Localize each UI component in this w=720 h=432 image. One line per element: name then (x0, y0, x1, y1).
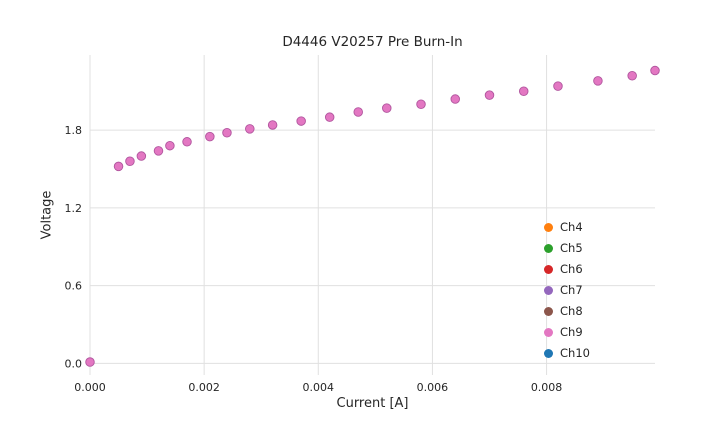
data-point-ch9 (484, 90, 495, 100)
data-point-ch9 (205, 131, 215, 142)
data-point-ch9 (296, 116, 306, 126)
data-point-ch9 (113, 161, 124, 172)
legend-label-ch8: Ch8 (560, 303, 583, 318)
x-tick-label: 0.004 (303, 381, 335, 394)
data-point-ch9 (627, 70, 637, 81)
legend: Ch4 Ch5 Ch6 Ch7 Ch8 Ch9 Ch10 (544, 217, 590, 364)
legend-marker-ch8 (544, 307, 553, 316)
x-axis-label: Current [A] (336, 396, 409, 411)
legend-label-ch6: Ch6 (560, 261, 583, 276)
data-point-ch9 (593, 76, 603, 86)
y-tick-label: 1.8 (65, 124, 83, 137)
data-point-ch9 (267, 120, 278, 130)
x-tick-label: 0.002 (188, 381, 220, 394)
legend-label-ch5: Ch5 (560, 240, 583, 255)
legend-item-ch4: Ch4 (544, 217, 590, 238)
legend-marker-ch6 (544, 265, 553, 274)
legend-label-ch9: Ch9 (560, 324, 583, 339)
chart-title: D4446 V20257 Pre Burn-In (282, 34, 463, 50)
data-point-ch9 (125, 156, 135, 166)
legend-label-ch4: Ch4 (560, 219, 583, 234)
legend-label-ch7: Ch7 (560, 282, 583, 297)
data-point-ch9 (324, 112, 335, 122)
x-tick-label: 0.000 (74, 381, 106, 394)
legend-item-ch5: Ch5 (544, 238, 590, 259)
y-tick-label: 1.2 (65, 202, 83, 215)
y-axis-label: Voltage (39, 190, 55, 240)
y-tick-label: 0.6 (65, 280, 83, 293)
legend-marker-ch5 (544, 244, 553, 253)
legend-label-ch10: Ch10 (560, 345, 590, 360)
data-point-ch9 (450, 94, 461, 104)
legend-item-ch8: Ch8 (544, 301, 590, 322)
data-point-ch9 (182, 137, 192, 147)
data-point-ch9 (650, 65, 660, 76)
legend-item-ch10: Ch10 (544, 343, 590, 364)
legend-item-ch7: Ch7 (544, 280, 590, 301)
data-point-ch9 (553, 81, 563, 91)
x-tick-label: 0.008 (531, 381, 563, 394)
legend-marker-ch7 (544, 286, 553, 295)
data-point-ch9 (382, 103, 392, 113)
data-point-ch9 (165, 140, 175, 151)
legend-item-ch6: Ch6 (544, 259, 590, 280)
data-point-ch9 (136, 151, 147, 161)
data-point-ch9 (153, 146, 164, 156)
legend-marker-ch9 (544, 328, 553, 337)
y-tick-label: 0.0 (65, 357, 83, 370)
legend-marker-ch10 (544, 349, 553, 358)
data-point-ch9 (222, 127, 232, 138)
x-tick-label: 0.006 (417, 381, 449, 394)
legend-marker-ch4 (544, 223, 553, 232)
data-point-ch9 (416, 99, 426, 109)
legend-item-ch9: Ch9 (544, 322, 590, 343)
data-point-ch9 (518, 86, 529, 97)
data-point-ch9 (245, 124, 255, 134)
data-point-ch9 (85, 357, 95, 367)
data-point-ch9 (353, 107, 363, 117)
